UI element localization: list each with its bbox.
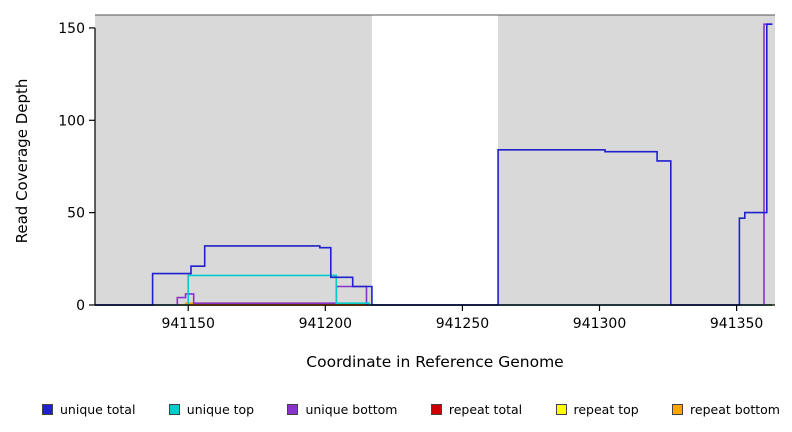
legend-item-repeat-top: repeat top — [555, 401, 639, 417]
legend-label-repeat-bottom: repeat bottom — [690, 401, 780, 417]
legend-swatch-unique-bottom — [287, 403, 299, 415]
legend-label-repeat-total: repeat total — [448, 401, 523, 417]
legend-item-unique-top: unique top — [168, 401, 255, 417]
legend-item-unique-bottom: unique bottom — [287, 401, 398, 417]
legend-swatch-repeat-total — [430, 403, 442, 415]
x-tick-label: 941350 — [710, 316, 763, 332]
y-tick-label: 0 — [76, 298, 85, 314]
shaded-region — [95, 15, 372, 305]
legend-label-unique-top: unique top — [186, 401, 255, 417]
legend-item-repeat-bottom: repeat bottom — [672, 402, 780, 417]
y-tick-label: 150 — [58, 21, 85, 37]
legend-label-unique-bottom: unique bottom — [305, 401, 398, 417]
y-tick-label: 100 — [58, 113, 85, 129]
y-tick-label: 50 — [67, 206, 85, 222]
legend-item-repeat-total: repeat total — [430, 401, 523, 417]
x-tick-label: 941150 — [161, 316, 214, 332]
x-tick-label: 941200 — [299, 316, 352, 332]
legend: unique total unique top unique bottom repea… — [42, 398, 780, 420]
x-tick-label: 941250 — [436, 316, 489, 332]
legend-label-unique-total: unique total — [60, 401, 136, 417]
legend-swatch-repeat-bottom — [672, 403, 684, 415]
coverage-plot-canvas: 0 50 100 150 941150 941200 941250 941300 941350 — [58, 14, 775, 332]
legend-item-unique-total: unique total — [42, 402, 135, 417]
legend-label-repeat-top: repeat top — [573, 401, 639, 417]
shaded-region — [498, 15, 775, 305]
y-axis-title: Read Coverage Depth — [13, 78, 31, 244]
x-tick-label: 941300 — [573, 316, 626, 332]
legend-swatch-unique-total — [42, 403, 53, 415]
x-axis-title: Coordinate in Reference Genome — [306, 353, 564, 371]
legend-swatch-repeat-top — [555, 403, 567, 415]
legend-swatch-unique-top — [168, 403, 180, 415]
